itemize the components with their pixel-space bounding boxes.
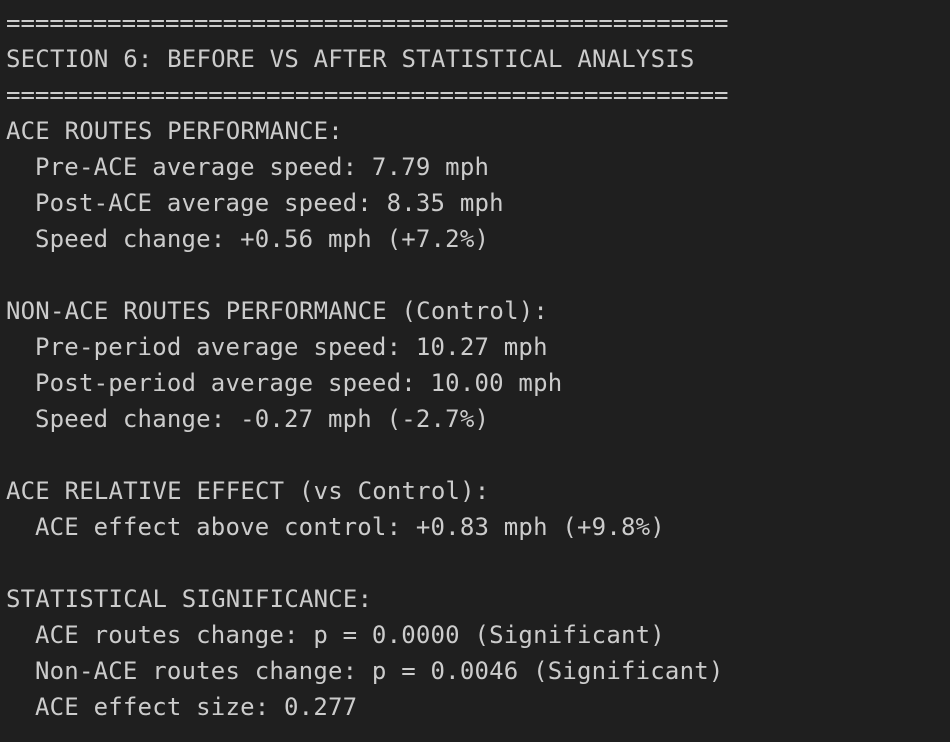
ace-effect-above-control: ACE effect above control: +0.83 mph (+9.… <box>35 513 665 541</box>
relative-effect-heading: ACE RELATIVE EFFECT (vs Control): <box>6 477 490 505</box>
non-ace-p-value: Non-ACE routes change: p = 0.0046 (Signi… <box>35 657 724 685</box>
significance-heading: STATISTICAL SIGNIFICANCE: <box>6 585 373 613</box>
separator-top: ========================================… <box>6 9 729 37</box>
ace-post-speed: Post-ACE average speed: 8.35 mph <box>35 189 504 217</box>
non-ace-routes-heading: NON-ACE ROUTES PERFORMANCE (Control): <box>6 297 549 325</box>
ace-routes-heading: ACE ROUTES PERFORMANCE: <box>6 117 343 145</box>
ace-speed-change: Speed change: +0.56 mph (+7.2%) <box>35 225 490 253</box>
separator-bottom: ========================================… <box>6 81 729 109</box>
blank-line <box>6 257 950 293</box>
non-ace-post-speed: Post-period average speed: 10.00 mph <box>35 369 563 397</box>
section-title: SECTION 6: BEFORE VS AFTER STATISTICAL A… <box>6 45 695 73</box>
blank-line <box>6 437 950 473</box>
ace-p-value: ACE routes change: p = 0.0000 (Significa… <box>35 621 665 649</box>
ace-effect-size: ACE effect size: 0.277 <box>35 693 358 721</box>
ace-pre-speed: Pre-ACE average speed: 7.79 mph <box>35 153 490 181</box>
non-ace-speed-change: Speed change: -0.27 mph (-2.7%) <box>35 405 490 433</box>
non-ace-pre-speed: Pre-period average speed: 10.27 mph <box>35 333 548 361</box>
blank-line <box>6 545 950 581</box>
